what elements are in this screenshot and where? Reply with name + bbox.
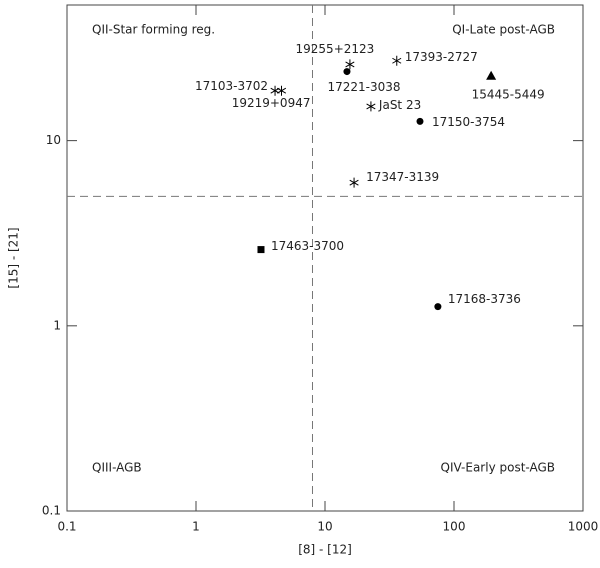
point xyxy=(345,59,355,70)
plot-frame xyxy=(66,4,584,512)
y-tick-label: 0.1 xyxy=(42,504,61,518)
point-label: 17221-3038 xyxy=(327,80,400,94)
x-axis-label: [8] - [12] xyxy=(298,543,352,557)
point xyxy=(392,55,402,66)
quadrant-label: QIII-AGB xyxy=(92,461,142,475)
point xyxy=(434,303,442,311)
x-tick-label: 1 xyxy=(192,520,200,534)
point-label: 19219+0947 xyxy=(232,96,311,110)
quadrant-label: QIV-Early post-AGB xyxy=(441,461,555,475)
point-label: 17393-2727 xyxy=(405,50,478,64)
quadrant-label: QI-Late post-AGB xyxy=(452,23,555,37)
y-axis-label: [15] - [21] xyxy=(7,227,21,288)
point xyxy=(257,246,265,254)
point-label: 17347-3139 xyxy=(366,170,439,184)
x-tick-label: 10 xyxy=(317,520,332,534)
quadrant-label: QII-Star forming reg. xyxy=(92,23,215,37)
y-tick-label: 10 xyxy=(46,133,61,147)
point-label: 17103-3702 xyxy=(195,79,268,93)
y-tick-label: 1 xyxy=(53,318,61,332)
point-label: 17463-3700 xyxy=(271,239,344,253)
x-tick-label: 100 xyxy=(443,520,466,534)
x-tick-label: 1000 xyxy=(568,520,599,534)
point xyxy=(276,85,287,96)
point xyxy=(343,68,351,76)
x-tick-label: 0.1 xyxy=(57,520,76,534)
point-label: JaSt 23 xyxy=(378,98,421,112)
point xyxy=(416,117,424,125)
point xyxy=(486,70,497,80)
point-label: 17168-3736 xyxy=(448,292,521,306)
point xyxy=(349,177,359,188)
point xyxy=(270,85,280,96)
point-label: 19255+2123 xyxy=(296,42,375,56)
point xyxy=(366,101,376,112)
point-label: 15445-5449 xyxy=(472,87,545,101)
point-label: 17150-3754 xyxy=(432,115,505,129)
